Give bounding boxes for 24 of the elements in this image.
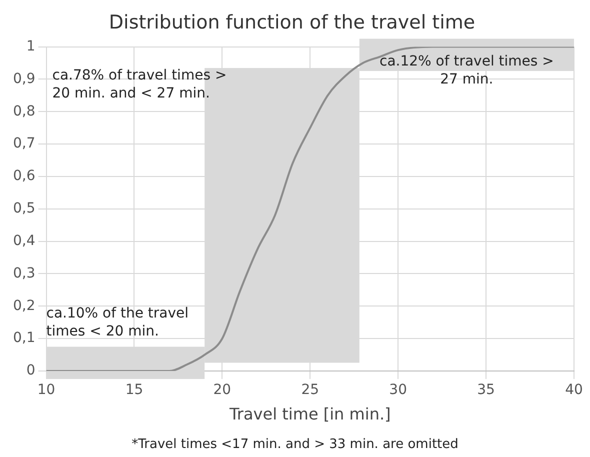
chart-title: Distribution function of the travel time <box>108 11 476 34</box>
y-tick-label: 0,6 <box>13 168 36 184</box>
y-tick-label: 0,4 <box>13 232 36 249</box>
x-tick-label: 20 <box>213 382 232 398</box>
y-tick-label: 0 <box>26 362 36 379</box>
x-tick-label: 10 <box>37 382 56 398</box>
y-tick-label: 0,5 <box>13 200 36 217</box>
x-tick-label: 30 <box>389 382 407 398</box>
y-tick-label: 0,1 <box>13 330 36 346</box>
y-tick-label: 0,2 <box>13 298 36 314</box>
band-label: ca.12% of travel times > 27 min. <box>379 54 554 88</box>
y-tick-label: 1 <box>26 38 36 54</box>
text: *Travel times <17 min. and > 33 min. are omitted <box>132 436 458 452</box>
x-axis-title: Travel time [in min.] <box>228 404 391 424</box>
x-tick-label: 15 <box>125 382 144 398</box>
y-tick-label: 0,8 <box>13 103 36 120</box>
x-tick-label: 35 <box>477 382 495 398</box>
x-tick-label: 40 <box>565 382 583 398</box>
band-label: ca.10% of the travel times < 20 min. <box>46 305 189 340</box>
x-tick-label: 25 <box>301 382 320 398</box>
y-tick-label: 0,7 <box>13 136 36 152</box>
band-label: ca.78% of travel times > 20 min. and < 27 min. <box>52 67 227 102</box>
y-tick-label: 0,9 <box>13 70 36 87</box>
y-tick-label: 0,3 <box>13 265 36 282</box>
